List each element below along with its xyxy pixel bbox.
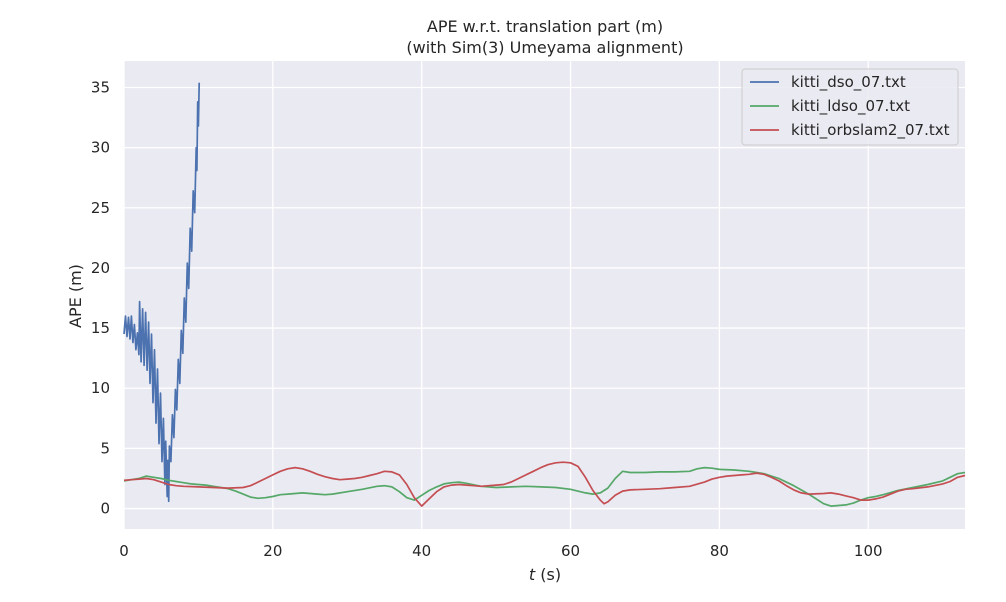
legend-item: kitti_ldso_07.txt — [750, 97, 910, 116]
y-tick-label: 20 — [91, 259, 110, 277]
x-tick-label: 60 — [561, 542, 580, 560]
chart-title: APE w.r.t. translation part (m) — [427, 17, 663, 36]
x-tick-labels: 0 20 40 60 80 100 — [119, 542, 882, 560]
y-tick-label: 10 — [91, 379, 110, 397]
data-lines — [123, 82, 966, 507]
x-tick-label: 40 — [412, 542, 431, 560]
y-tick-label: 30 — [91, 139, 110, 157]
y-tick-label: 5 — [100, 439, 110, 457]
y-tick-label: 25 — [91, 199, 110, 217]
legend: kitti_dso_07.txt kitti_ldso_07.txt kitti… — [741, 68, 959, 146]
x-axis-label-variable: t — [529, 565, 536, 584]
x-tick-label: 100 — [854, 542, 883, 560]
y-tick-label: 15 — [91, 319, 110, 337]
series-line-2 — [123, 461, 966, 507]
legend-item: kitti_orbslam2_07.txt — [750, 121, 950, 140]
legend-item: kitti_dso_07.txt — [750, 73, 906, 92]
legend-label-ldso: kitti_ldso_07.txt — [791, 97, 910, 116]
legend-label-orbslam2: kitti_orbslam2_07.txt — [791, 121, 950, 140]
x-axis-label: t (s) — [529, 565, 561, 584]
y-tick-label: 0 — [100, 500, 110, 518]
chart-subtitle: (with Sim(3) Umeyama alignment) — [406, 38, 683, 57]
y-tick-labels: 0 5 10 15 20 25 30 35 — [91, 78, 110, 517]
series-line-0 — [123, 82, 201, 503]
legend-box — [741, 68, 959, 146]
x-tick-label: 80 — [710, 542, 729, 560]
y-axis-label: APE (m) — [66, 264, 85, 328]
legend-label-dso: kitti_dso_07.txt — [791, 73, 906, 92]
x-tick-label: 0 — [119, 542, 129, 560]
x-axis-label-unit: (s) — [535, 565, 561, 584]
x-tick-label: 20 — [263, 542, 282, 560]
y-tick-label: 35 — [91, 78, 110, 96]
